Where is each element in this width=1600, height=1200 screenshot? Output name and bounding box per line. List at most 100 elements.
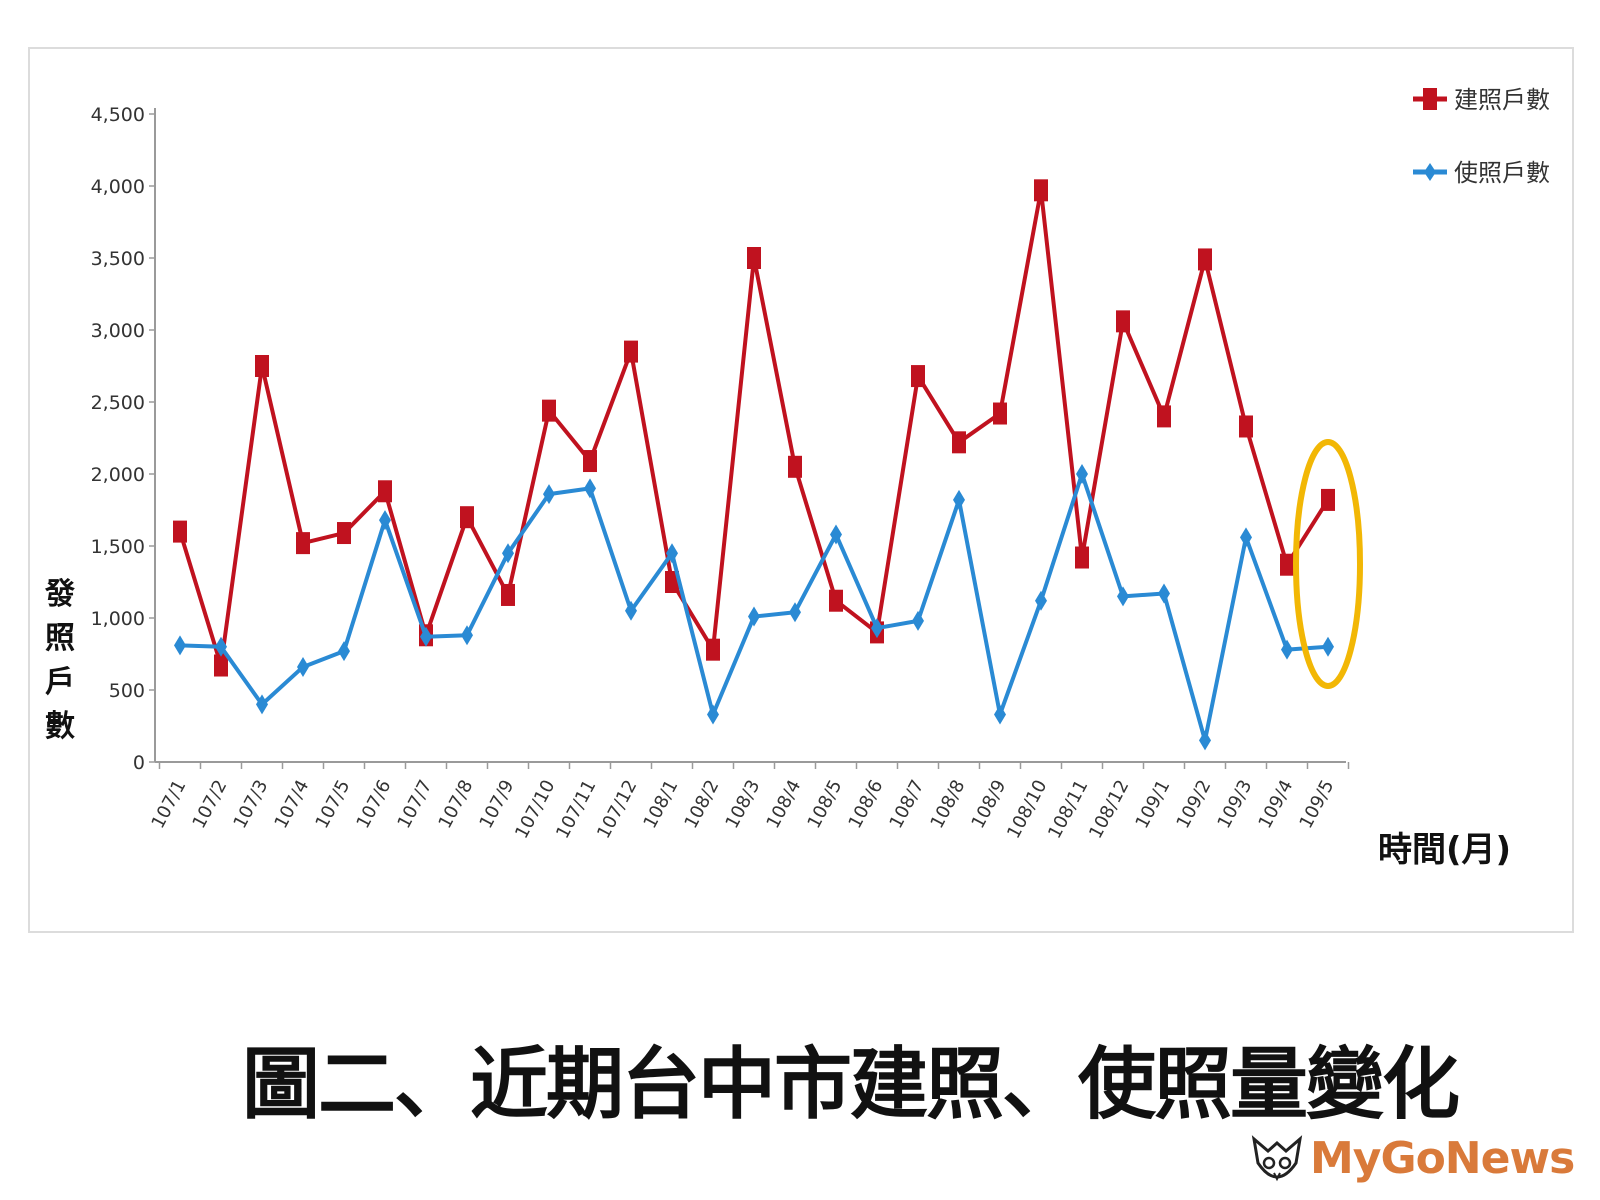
data-point (543, 484, 555, 505)
data-point (256, 694, 268, 715)
y-tick-label: 4,500 (91, 104, 145, 126)
y-tick-label: 500 (109, 680, 145, 702)
x-tick-label: 109/3 (1214, 776, 1257, 832)
legend-marker (1424, 163, 1436, 181)
data-point (461, 625, 473, 646)
x-tick-label: 108/4 (763, 776, 806, 832)
data-point (215, 636, 227, 657)
x-tick-label: 108/7 (886, 776, 929, 832)
data-point (665, 571, 679, 593)
data-point (829, 589, 843, 612)
data-point (911, 365, 925, 388)
data-point (1280, 553, 1294, 576)
x-tick-label: 107/9 (476, 776, 519, 832)
data-point (502, 543, 514, 564)
figure-caption: 圖二、近期台中市建照、使照量變化 (241, 1040, 1460, 1130)
y-axis-title-char: 照 (45, 621, 75, 656)
data-point (994, 704, 1006, 725)
y-tick-label: 0 (133, 752, 145, 774)
y-tick-label: 1,000 (91, 608, 145, 630)
data-point (1240, 527, 1252, 548)
y-axis-title-char: 戶 (45, 665, 75, 700)
chart-series (173, 179, 1335, 751)
data-point (747, 247, 761, 269)
data-point (953, 489, 965, 510)
data-point (1199, 730, 1211, 751)
data-point (788, 455, 802, 478)
data-point (420, 626, 432, 647)
data-point (255, 355, 269, 377)
x-tick-label: 108/5 (804, 776, 847, 832)
x-tick-label: 107/1 (148, 776, 191, 832)
data-point (542, 399, 556, 422)
x-tick-label: 107/6 (353, 776, 396, 832)
data-point (1076, 464, 1088, 484)
x-axis-title: 時間(月) (1378, 830, 1511, 870)
legend-item: 建照戶數 (1413, 86, 1550, 114)
data-point (214, 654, 228, 677)
data-point (1239, 415, 1253, 438)
owl-logo-icon (1251, 1135, 1303, 1182)
x-tick-label: 107/8 (435, 776, 478, 832)
x-tick-label: 108/9 (968, 776, 1011, 832)
data-point (706, 638, 720, 661)
data-point (871, 618, 883, 639)
x-tick-label: 107/3 (230, 776, 273, 832)
brand-logo: MyGoNews (1250, 1133, 1590, 1195)
data-point (993, 402, 1007, 425)
y-tick-label: 2,500 (91, 392, 145, 414)
data-point (707, 704, 719, 725)
data-point (297, 656, 309, 677)
data-point (1116, 310, 1130, 333)
data-point (624, 340, 638, 363)
y-tick-labels: 0 500 1,000 1,500 2,000 2,500 3,000 3,500 4,000 4… (91, 104, 155, 774)
y-tick-label: 4,000 (91, 176, 145, 198)
series-occupancy-permit (174, 464, 1334, 751)
y-axis-title-char: 數 (45, 709, 75, 744)
data-point (830, 524, 842, 545)
y-tick-label: 2,000 (91, 464, 145, 486)
data-point (1322, 636, 1334, 657)
data-point (174, 635, 186, 656)
x-tick-label: 108/3 (722, 776, 765, 832)
data-point (1117, 586, 1129, 607)
series-building-permit (173, 179, 1335, 677)
legend-label: 使照戶數 (1454, 159, 1550, 187)
x-tick-label: 108/6 (845, 776, 888, 832)
x-tick-labels: 107/1107/2107/3107/4107/5107/6107/7107/8… (148, 776, 1339, 842)
data-point (1198, 248, 1212, 271)
data-point (625, 600, 637, 621)
x-tick-label: 107/5 (312, 776, 355, 832)
y-axis-title-char: 發 (44, 577, 75, 612)
y-tick-label: 1,500 (91, 536, 145, 558)
data-point (952, 431, 966, 454)
legend-item: 使照戶數 (1413, 159, 1550, 187)
x-tick-label: 107/7 (394, 776, 437, 832)
x-tick-label: 108/2 (681, 776, 724, 832)
x-tick-label: 108/1 (640, 776, 683, 832)
chart-axes (154, 108, 1350, 769)
chart-frame: 發照戶數 0 500 1,000 1,500 2,000 2,500 3,000 3,500 4… (28, 47, 1574, 933)
y-tick-label: 3,500 (91, 248, 145, 270)
data-point (296, 532, 310, 555)
x-tick-label: 109/5 (1296, 776, 1339, 832)
data-point (378, 480, 392, 503)
data-point (1158, 583, 1170, 604)
highlight-ellipse (1293, 439, 1363, 689)
data-point (912, 610, 924, 631)
x-tick-label: 109/4 (1255, 776, 1298, 832)
x-tick-label: 107/2 (189, 776, 232, 832)
highlight-marker (1293, 439, 1363, 689)
data-point (1321, 488, 1335, 511)
legend-label: 建照戶數 (1454, 86, 1550, 114)
data-point (583, 450, 597, 473)
x-tick-label: 109/2 (1173, 776, 1216, 832)
data-point (1157, 405, 1171, 428)
data-point (338, 641, 350, 662)
data-point (789, 602, 801, 623)
data-point (460, 506, 474, 529)
data-point (1035, 590, 1047, 611)
data-point (1034, 179, 1048, 202)
